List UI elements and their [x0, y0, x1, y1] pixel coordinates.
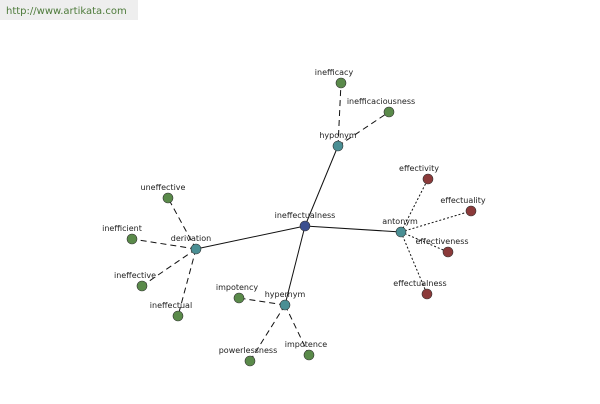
node-label: inefficaciousness	[347, 97, 415, 106]
node	[421, 288, 433, 300]
edge	[238, 297, 286, 306]
node	[422, 173, 434, 185]
node-label: derivation	[171, 234, 211, 243]
nodes: ineffectualness hyponym inefficacy ineffica…	[102, 68, 486, 367]
edge	[400, 178, 429, 233]
node	[172, 310, 184, 322]
node	[465, 205, 477, 217]
edge	[304, 145, 339, 227]
edge	[337, 111, 390, 147]
node	[136, 280, 148, 292]
edge	[195, 225, 306, 250]
node-label: ineffective	[114, 271, 156, 280]
node-label: powerlessness	[219, 346, 278, 355]
node	[442, 246, 454, 258]
edge	[304, 225, 402, 233]
node-label: antonym	[382, 217, 418, 226]
node	[126, 233, 138, 245]
node-label: impotency	[216, 283, 259, 292]
node	[190, 243, 202, 255]
node	[303, 349, 315, 361]
node	[233, 292, 245, 304]
node-label: effectualness	[393, 279, 446, 288]
node	[162, 192, 174, 204]
node	[383, 106, 395, 118]
edge	[284, 225, 306, 306]
node-label: hypernym	[265, 290, 306, 299]
edge	[400, 210, 472, 233]
edge	[337, 82, 342, 147]
edge	[400, 231, 449, 253]
node	[332, 140, 344, 152]
node-label: impotence	[285, 340, 328, 349]
node-label: effectivity	[399, 164, 439, 173]
node-label: effectiveness	[415, 237, 468, 246]
node-label: ineffectual	[150, 301, 192, 310]
node	[244, 355, 256, 367]
edge	[141, 248, 197, 287]
node-label: inefficacy	[315, 68, 354, 77]
node-label: ineffectualness	[275, 211, 336, 220]
edges	[131, 82, 472, 362]
node	[395, 226, 407, 238]
node-label: hyponym	[319, 131, 357, 140]
url-banner	[0, 0, 138, 20]
edge	[249, 304, 286, 362]
node	[335, 77, 347, 89]
node-label: effectuality	[440, 196, 485, 205]
url-text[interactable]: http://www.artikata.com	[6, 6, 127, 17]
edge	[177, 248, 197, 317]
node	[279, 299, 291, 311]
node	[299, 220, 311, 232]
edge	[131, 238, 197, 250]
node-label: inefficient	[102, 224, 142, 233]
edge	[400, 231, 428, 295]
node-label: uneffective	[141, 183, 186, 192]
